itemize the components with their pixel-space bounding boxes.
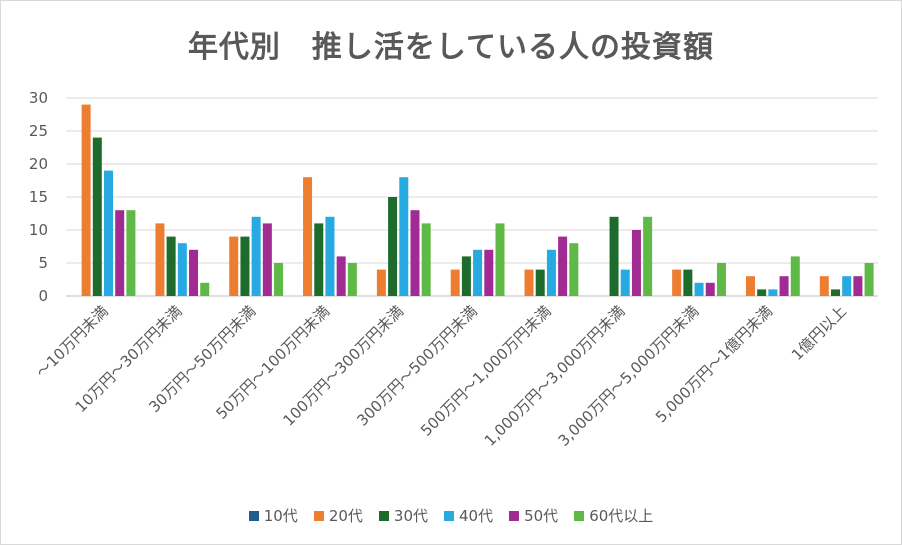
- y-tick-label: 20: [29, 155, 48, 173]
- bar-30代-7: [609, 216, 619, 296]
- legend-label: 40代: [459, 507, 494, 525]
- y-tick-label: 30: [29, 89, 48, 107]
- bar-50代-9: [779, 276, 789, 296]
- bar-30代-0: [92, 137, 102, 296]
- legend-label: 60代以上: [589, 507, 654, 525]
- bar-40代-4: [399, 177, 409, 296]
- bar-60代以上-0: [126, 210, 136, 296]
- bar-20代-4: [376, 269, 386, 296]
- legend-item: 30代: [378, 505, 428, 526]
- bar-60代以上-8: [716, 263, 726, 296]
- bar-40代-10: [842, 276, 852, 296]
- legend-label: 10代: [263, 507, 298, 525]
- bar-30代-2: [240, 236, 250, 296]
- x-tick-label: ～10万円未満: [32, 302, 111, 381]
- bar-30代-3: [314, 223, 324, 296]
- bar-30代-8: [683, 269, 693, 296]
- legend-swatch: [248, 510, 259, 521]
- bar-20代-2: [229, 236, 239, 296]
- legend-swatch: [509, 510, 520, 521]
- bar-20代-3: [303, 177, 313, 296]
- legend-label: 20代: [328, 507, 363, 525]
- legend-swatch: [378, 510, 389, 521]
- bar-20代-8: [672, 269, 682, 296]
- legend-label: 30代: [393, 507, 428, 525]
- bar-60代以上-1: [200, 282, 210, 296]
- bar-60代以上-10: [864, 263, 874, 296]
- bar-60代以上-7: [643, 216, 653, 296]
- bar-30代-10: [830, 289, 840, 296]
- bar-60代以上-5: [495, 223, 505, 296]
- bar-50代-4: [410, 210, 420, 296]
- bar-20代-0: [81, 104, 91, 296]
- bar-50代-1: [189, 249, 199, 296]
- legend-swatch: [444, 510, 454, 521]
- bar-40代-6: [546, 249, 556, 296]
- x-tick-label: 1億円以上: [788, 302, 850, 364]
- bar-30代-9: [757, 289, 767, 296]
- bar-50代-2: [262, 223, 272, 296]
- bar-30代-4: [388, 197, 398, 296]
- bar-60代以上-6: [569, 243, 579, 296]
- bar-20代-10: [819, 276, 829, 296]
- bar-30代-5: [461, 256, 471, 296]
- y-tick-label: 0: [38, 287, 48, 305]
- bar-40代-1: [177, 243, 187, 296]
- y-tick-label: 10: [29, 221, 48, 239]
- x-tick-label: 100万円～300万円未満: [280, 302, 407, 429]
- x-tick-label: 300万円～500万円未満: [353, 302, 480, 429]
- y-tick-label: 25: [29, 122, 48, 140]
- bar-40代-8: [694, 282, 704, 296]
- x-tick-label: 500万円～1,000万円未満: [417, 302, 555, 440]
- legend-swatch: [574, 510, 585, 521]
- bar-50代-7: [631, 230, 641, 296]
- bar-60代以上-4: [421, 223, 431, 296]
- bar-50代-10: [853, 276, 863, 296]
- x-tick-label: 3,000万円～5,000万円未満: [555, 302, 703, 450]
- bar-50代-5: [484, 249, 494, 296]
- bar-60代以上-2: [274, 263, 284, 296]
- bar-60代以上-3: [347, 263, 357, 296]
- bar-50代-3: [336, 256, 346, 296]
- bar-50代-8: [705, 282, 715, 296]
- legend: 10代 20代 30代 40代 50代 60代以上: [0, 505, 902, 526]
- x-tick-label: 1,000万円～3,000万円未満: [481, 302, 629, 450]
- bar-40代-0: [104, 170, 114, 296]
- legend-item: 40代: [444, 505, 493, 526]
- legend-item: 20代: [313, 505, 363, 526]
- legend-swatch: [313, 510, 324, 521]
- bar-40代-9: [768, 289, 778, 296]
- bar-40代-3: [325, 216, 335, 296]
- bar-60代以上-9: [790, 256, 800, 296]
- legend-item: 10代: [248, 505, 298, 526]
- bar-40代-7: [620, 269, 630, 296]
- chart-title: 年代別 推し活をしている人の投資額: [187, 30, 715, 65]
- y-tick-label: 15: [29, 188, 48, 206]
- bar-40代-5: [473, 249, 483, 296]
- bar-50代-6: [558, 236, 568, 296]
- y-tick-label: 5: [38, 254, 48, 272]
- legend-item: 50代: [509, 505, 558, 526]
- legend-label: 50代: [524, 507, 559, 525]
- bar-20代-9: [745, 276, 755, 296]
- bar-20代-1: [155, 223, 165, 296]
- bar-30代-6: [535, 269, 545, 296]
- bar-30代-1: [166, 236, 176, 296]
- bar-40代-2: [251, 216, 261, 296]
- bar-50代-0: [115, 210, 125, 296]
- bar-20代-5: [450, 269, 460, 296]
- bar-20代-6: [524, 269, 534, 296]
- legend-item: 60代以上: [574, 505, 653, 526]
